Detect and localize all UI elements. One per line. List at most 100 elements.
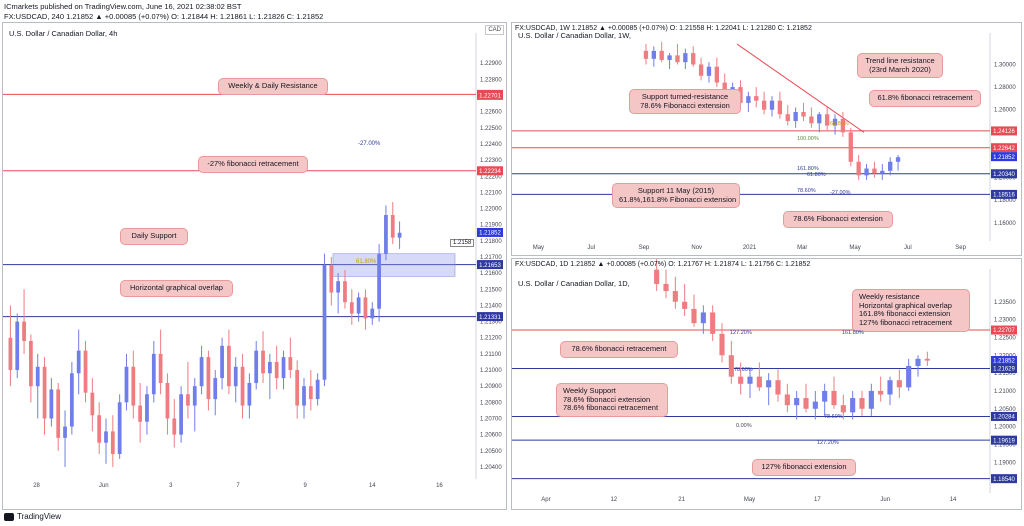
candle-body — [856, 161, 861, 176]
candle-body — [801, 111, 806, 117]
candle-body — [895, 157, 901, 162]
y-tick-label: 1.23500 — [994, 300, 1016, 306]
candle-body — [651, 50, 656, 59]
price-tag — [991, 411, 1017, 421]
chart-title-4h: U.S. Dollar / Canadian Dollar, 4h — [9, 29, 118, 38]
chart-title-weekly: U.S. Dollar / Canadian Dollar, 1W, — [518, 31, 631, 40]
y-tick-label: 1.22600 — [480, 110, 502, 116]
y-tick-label: 1.21700 — [480, 255, 502, 261]
price-tag-label: 1.22701 — [479, 94, 501, 100]
candle-body — [896, 380, 902, 388]
chart-panel-daily[interactable]: 1.235001.230001.225001.220001.215001.210… — [511, 258, 1022, 510]
candle-body — [192, 386, 197, 406]
x-tick-label: 14 — [950, 497, 957, 503]
candle-body — [812, 401, 818, 409]
y-tick-label: 1.20800 — [480, 400, 502, 406]
y-tick-label: 1.22100 — [480, 190, 502, 196]
y-tick-label: 1.21200 — [480, 336, 502, 342]
candle-body — [356, 297, 361, 314]
candle-body — [206, 357, 211, 400]
chart-panel-4h[interactable]: 1.229001.228001.227001.226001.225001.224… — [2, 22, 507, 510]
callout-trend-line-resistance: Trend line resistance (23rd March 2020) — [857, 53, 943, 79]
candle-body — [832, 118, 838, 126]
x-tick-label: May — [849, 245, 860, 251]
candle-body — [227, 345, 231, 387]
price-tag — [477, 227, 503, 237]
price-tag-label: 1.18516 — [993, 193, 1015, 199]
candle-body — [322, 265, 327, 380]
candle-body — [756, 376, 762, 388]
y-tick-label: 1.20400 — [480, 465, 502, 471]
support-zone — [332, 253, 456, 277]
candle-body — [172, 418, 177, 435]
callout-27-fib: -27% fibonacci retracement — [198, 156, 308, 173]
x-tick-label: Apr — [541, 497, 550, 503]
x-tick-label: 12 — [610, 497, 617, 503]
candle-body — [8, 337, 13, 371]
candle-body — [761, 100, 767, 110]
candle-body — [683, 53, 688, 63]
x-tick-label: 17 — [814, 497, 821, 503]
chart-panel-weekly[interactable]: 1.300001.280001.260001.240001.220001.200… — [511, 22, 1022, 256]
y-tick-label: 1.20500 — [994, 407, 1016, 413]
hover-price-tag: 1.2158 — [450, 239, 475, 247]
candle-body — [924, 358, 930, 361]
candle-body — [872, 168, 877, 174]
y-tick-label: 1.28000 — [994, 85, 1016, 91]
fib-label: 161.80% — [842, 330, 864, 336]
candle-body — [124, 366, 129, 403]
candle-body — [213, 378, 218, 400]
fib-label: 61.80% — [807, 172, 826, 178]
candle-body — [69, 373, 74, 427]
y-tick-label: 1.22500 — [480, 126, 502, 132]
chart-4h-svg[interactable]: 1.229001.228001.227001.226001.225001.224… — [3, 23, 507, 510]
candle-body — [654, 269, 660, 284]
candle-body — [848, 132, 853, 162]
candle-body — [145, 394, 149, 422]
tradingview-brand: TradingView — [17, 512, 62, 521]
y-tick-label: 1.21800 — [480, 239, 502, 245]
y-tick-label: 1.22300 — [480, 158, 502, 164]
candle-body — [186, 394, 190, 406]
candle-body — [377, 253, 381, 309]
chart-weekly-svg[interactable]: 1.300001.280001.260001.240001.220001.200… — [512, 23, 1022, 256]
candle-body — [769, 100, 775, 110]
candle-body — [878, 390, 884, 395]
price-tag — [991, 152, 1017, 162]
y-tick-label: 1.21900 — [480, 223, 502, 229]
candle-body — [83, 350, 88, 393]
candle-body — [90, 392, 95, 416]
candle-body — [728, 355, 734, 377]
y-tick-label: 1.30000 — [994, 62, 1016, 68]
y-tick-label: 1.20700 — [480, 416, 502, 422]
price-tag — [991, 189, 1017, 199]
price-tag-label: 1.24126 — [993, 129, 1015, 135]
chart-ohlc-line: FX:USDCAD, 240 1.21852 ▲ +0.00085 (+0.07… — [4, 12, 324, 21]
candle-body — [63, 426, 67, 438]
y-tick-label: 1.22200 — [480, 174, 502, 180]
candle-body — [817, 114, 822, 124]
y-tick-label: 1.22900 — [480, 61, 502, 67]
candle-body — [110, 431, 115, 455]
candle-body — [22, 321, 26, 341]
x-tick-label: Jun — [99, 483, 109, 489]
candle-body — [822, 390, 828, 402]
y-tick-label: 1.18000 — [994, 198, 1016, 204]
candle-body — [747, 376, 753, 384]
x-tick-label: 7 — [236, 483, 240, 489]
candle-body — [29, 340, 33, 387]
candle-body — [766, 380, 772, 388]
x-tick-label: 14 — [369, 483, 376, 489]
chart-title-daily: U.S. Dollar / Canadian Dollar, 1D, — [518, 279, 630, 288]
fib-label: 100.00% — [797, 136, 819, 142]
fib-label: 127.20% — [817, 440, 839, 446]
candle-body — [308, 386, 313, 400]
candle-body — [274, 361, 279, 379]
y-tick-label: 1.26000 — [994, 108, 1016, 114]
candle-body — [722, 82, 727, 92]
y-tick-label: 1.20000 — [994, 425, 1016, 431]
candle-body — [864, 168, 869, 176]
y-tick-label: 1.21300 — [480, 320, 502, 326]
y-tick-label: 1.22000 — [480, 207, 502, 213]
price-tag — [991, 169, 1017, 179]
